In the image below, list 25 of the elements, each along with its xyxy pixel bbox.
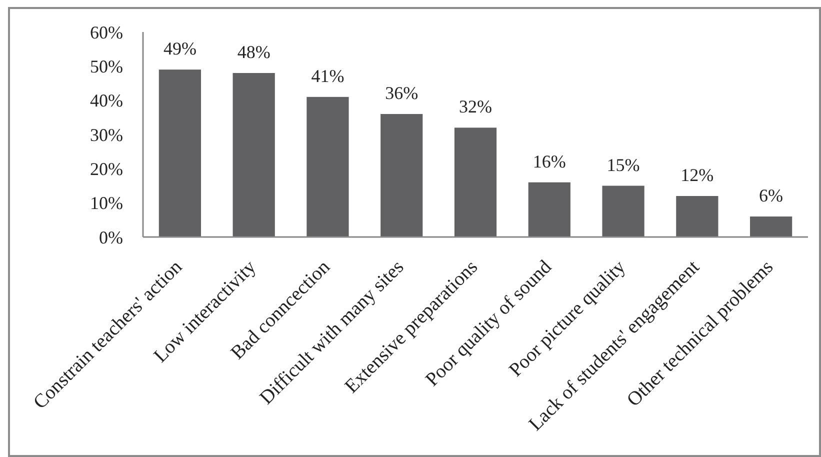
- y-tick-label: 20%: [90, 158, 123, 179]
- bar: [158, 70, 202, 237]
- y-tick-label: 60%: [90, 22, 123, 42]
- y-tick-label: 30%: [90, 124, 123, 145]
- y-tick-label: 40%: [90, 90, 123, 111]
- data-label: 16%: [532, 151, 566, 172]
- y-tick-label: 0%: [99, 227, 123, 248]
- bar: [602, 186, 644, 237]
- data-label: 49%: [163, 38, 196, 59]
- data-label: 36%: [385, 83, 418, 103]
- data-label: 12%: [680, 165, 714, 185]
- data-label: 6%: [759, 186, 784, 206]
- data-label: 32%: [459, 96, 492, 117]
- data-label: 15%: [606, 154, 640, 175]
- bar: [232, 73, 275, 237]
- data-label: 48%: [237, 42, 270, 62]
- bar: [380, 114, 423, 237]
- bar: [750, 216, 792, 237]
- bar: [454, 128, 497, 237]
- y-tick-label: 50%: [90, 56, 123, 76]
- y-tick-label: 10%: [90, 193, 123, 214]
- bar: [528, 182, 570, 237]
- data-label: 41%: [311, 66, 344, 86]
- bar: [676, 196, 718, 237]
- bar: [306, 96, 349, 237]
